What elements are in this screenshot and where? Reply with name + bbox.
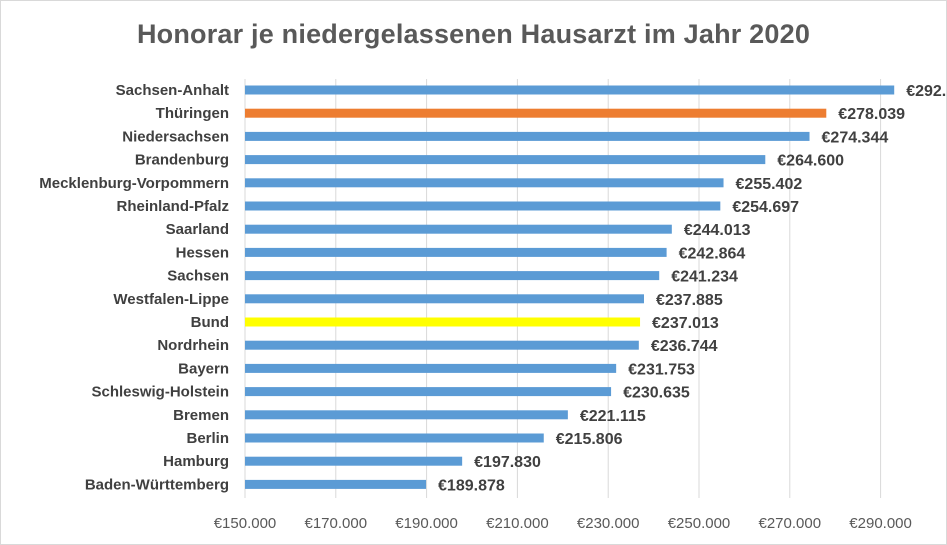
bar	[245, 224, 672, 234]
bar	[245, 294, 644, 304]
x-tick-label: €270.000	[759, 515, 822, 532]
chart-title: Honorar je niedergelassenen Hausarzt im …	[136, 19, 811, 49]
value-label: €215.806	[556, 431, 623, 448]
value-label: €237.013	[652, 315, 719, 332]
x-tick-label: €150.000	[214, 515, 277, 532]
value-label: €254.697	[732, 199, 799, 216]
bar	[245, 247, 667, 257]
bar	[245, 317, 641, 327]
category-label: Mecklenburg-Vorpommern	[39, 175, 229, 192]
bar	[245, 387, 612, 397]
category-label: Brandenburg	[135, 152, 229, 169]
category-label: Bund	[191, 314, 229, 331]
x-tick-label: €210.000	[486, 515, 549, 532]
bar	[245, 271, 660, 281]
bar	[245, 433, 544, 443]
value-label: €230.635	[623, 385, 690, 402]
category-label: Nordrhein	[157, 337, 229, 354]
value-label: €231.753	[628, 361, 695, 378]
value-label: €242.864	[679, 245, 746, 262]
value-label: €244.013	[684, 222, 751, 239]
bar	[245, 155, 766, 165]
category-label: Berlin	[186, 430, 229, 447]
bar	[245, 410, 568, 420]
value-label: €255.402	[736, 176, 803, 193]
value-label: €274.344	[822, 129, 889, 146]
bar	[245, 479, 427, 489]
category-label: Schleswig-Holstein	[91, 384, 229, 401]
value-label: €241.234	[671, 269, 738, 286]
category-label: Rheinland-Pfalz	[116, 198, 229, 215]
value-label: €221.115	[580, 408, 646, 425]
value-label: €197.830	[474, 454, 541, 471]
category-label: Bayern	[178, 360, 229, 377]
category-label: Bremen	[173, 407, 229, 424]
x-tick-label: €250.000	[668, 515, 731, 532]
category-label: Niedersachsen	[122, 128, 229, 145]
x-tick-label: €290.000	[849, 515, 912, 532]
bar	[245, 85, 895, 95]
value-label: €236.744	[651, 338, 718, 355]
bar	[245, 456, 463, 466]
value-label: €292.999	[906, 83, 946, 100]
bar	[245, 340, 639, 350]
category-label: Sachsen-Anhalt	[116, 82, 229, 99]
x-tick-label: €170.000	[305, 515, 368, 532]
x-tick-label: €190.000	[395, 515, 458, 532]
bar	[245, 363, 617, 373]
category-label: Westfalen-Lippe	[113, 291, 229, 308]
x-tick-label: €230.000	[577, 515, 640, 532]
value-label: €189.878	[438, 477, 505, 494]
category-label: Baden-Württemberg	[85, 476, 229, 493]
category-label: Thüringen	[156, 105, 229, 122]
category-label: Sachsen	[167, 268, 229, 285]
bar	[245, 108, 827, 118]
category-label: Hessen	[176, 244, 229, 261]
category-label: Hamburg	[163, 453, 229, 470]
category-label: Saarland	[166, 221, 229, 238]
bar	[245, 178, 724, 188]
value-label: €278.039	[838, 106, 905, 123]
bar	[245, 131, 810, 141]
value-label: €264.600	[777, 153, 844, 170]
value-label: €237.885	[656, 292, 723, 309]
bar	[245, 201, 721, 211]
